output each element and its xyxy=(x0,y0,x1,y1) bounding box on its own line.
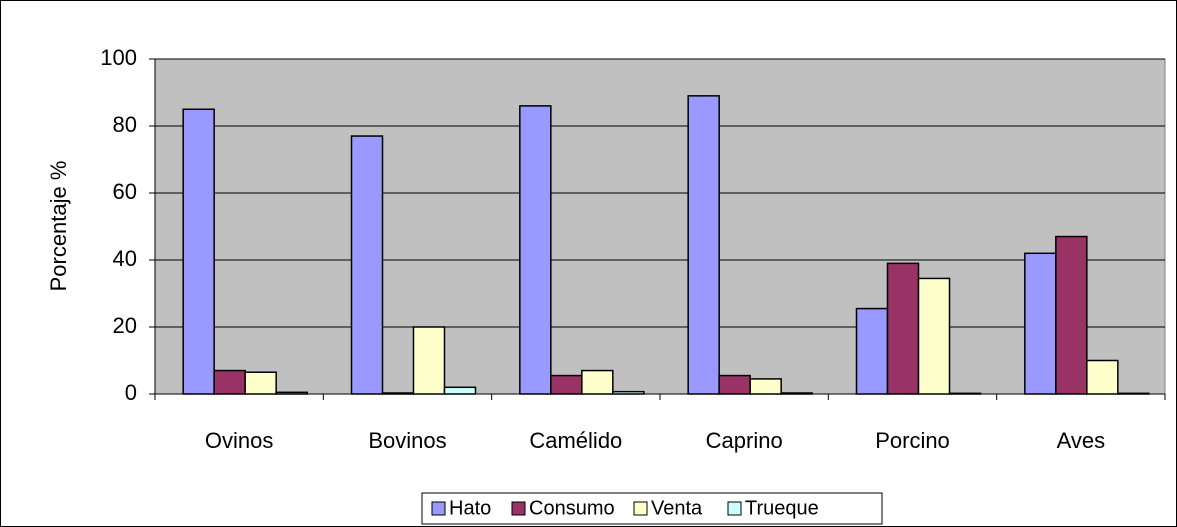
bar xyxy=(1024,252,1057,395)
bar xyxy=(550,374,583,395)
bar xyxy=(1055,235,1088,395)
bar xyxy=(886,262,920,395)
bar xyxy=(1086,359,1119,395)
x-tick-label: Camélido xyxy=(529,428,622,453)
bar xyxy=(412,326,446,395)
bar xyxy=(443,386,477,395)
legend-label: Venta xyxy=(651,497,703,519)
x-tick-label: Ovinos xyxy=(205,428,273,453)
y-axis-label: Porcentaje % xyxy=(46,161,71,292)
bar xyxy=(718,374,751,395)
bar xyxy=(855,307,889,395)
plot-area xyxy=(154,58,1166,395)
legend-swatch xyxy=(511,501,526,516)
y-tick-label: 0 xyxy=(125,380,137,405)
legend-swatch xyxy=(727,501,742,516)
legend-label: Hato xyxy=(449,497,491,519)
bar xyxy=(749,378,782,395)
legend-label: Trueque xyxy=(745,497,819,519)
y-tick-label: 100 xyxy=(100,45,137,70)
legend-label: Consumo xyxy=(529,497,615,519)
legend-box xyxy=(421,492,883,525)
x-tick-label: Aves xyxy=(1057,428,1106,453)
bar xyxy=(519,105,552,395)
bar xyxy=(581,369,614,395)
y-tick-label: 80 xyxy=(113,112,137,137)
bar xyxy=(213,369,246,395)
x-tick-label: Caprino xyxy=(706,428,783,453)
bar xyxy=(350,135,384,395)
bar xyxy=(182,108,215,395)
legend-swatch xyxy=(633,501,648,516)
x-tick-label: Bovinos xyxy=(368,428,446,453)
y-tick-label: 20 xyxy=(113,313,137,338)
y-tick-label: 40 xyxy=(113,246,137,271)
y-tick-label: 60 xyxy=(113,179,137,204)
bar xyxy=(687,95,720,395)
x-tick-label: Porcino xyxy=(875,428,950,453)
bar xyxy=(244,371,277,395)
bar xyxy=(917,277,951,395)
legend-swatch xyxy=(431,501,446,516)
